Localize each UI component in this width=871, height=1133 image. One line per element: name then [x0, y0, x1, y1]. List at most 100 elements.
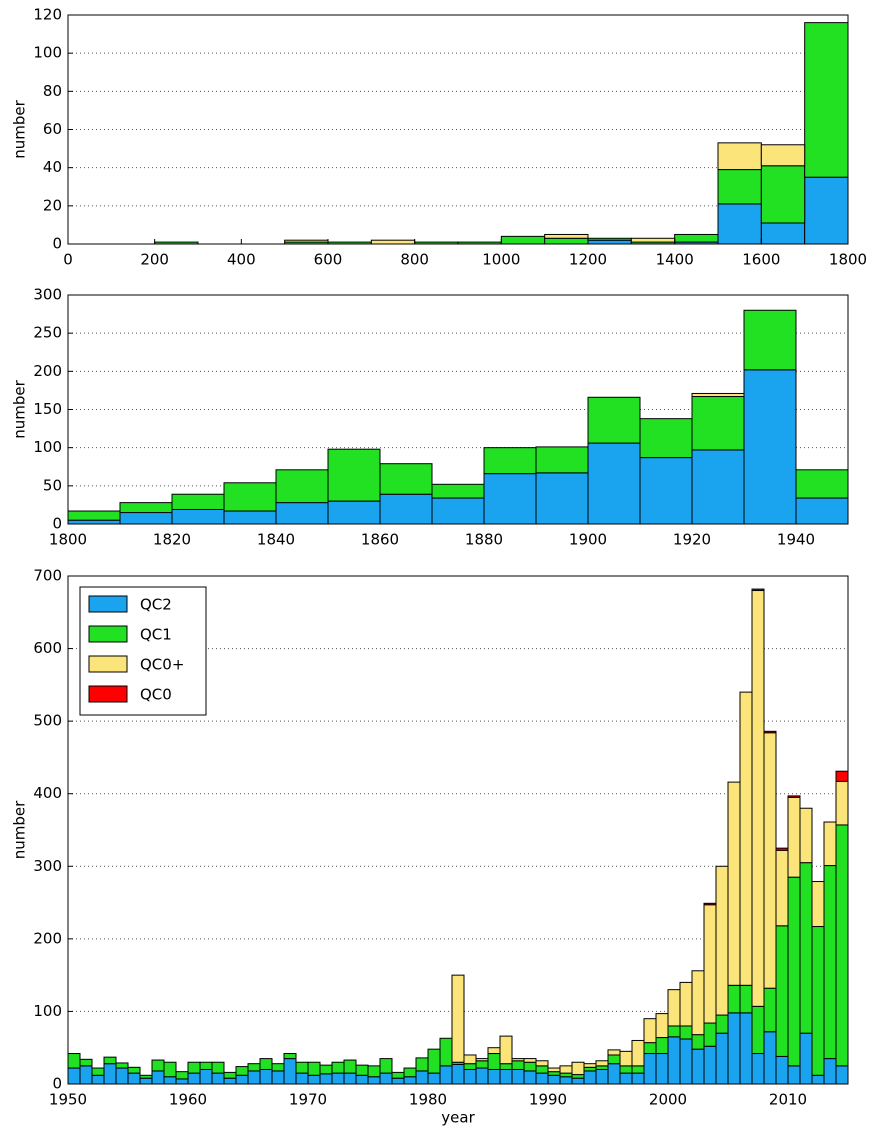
bar-segment: [717, 169, 762, 205]
plot-frame: [67, 294, 849, 525]
bar-segment: [727, 1012, 741, 1085]
bar-segment: [795, 497, 849, 525]
bar-segment: [760, 222, 806, 245]
x-tick-label: 1990: [529, 1091, 567, 1109]
x-tick-label: 1980: [409, 1091, 447, 1109]
bar-segment: [451, 1063, 465, 1085]
bar-segment: [223, 510, 277, 525]
bar-segment: [283, 1058, 297, 1085]
bar-segment: [119, 512, 173, 525]
bar-segment: [607, 1063, 621, 1085]
bar-segment: [151, 1070, 165, 1085]
y-tick-label: 600: [33, 639, 62, 657]
bar-segment: [431, 497, 485, 525]
bar-segment: [475, 1058, 489, 1062]
bar-segment: [679, 1038, 693, 1085]
bar-segment: [607, 1049, 621, 1056]
bar-segment: [67, 510, 121, 521]
y-tick-label: 700: [33, 567, 62, 585]
bar-segment: [127, 1072, 141, 1085]
bar-segment: [259, 1058, 273, 1070]
bar-segment: [439, 1037, 453, 1067]
bar-segment: [679, 981, 693, 1027]
bar-segment: [427, 1048, 441, 1074]
legend-label: QC0: [140, 686, 172, 704]
bar-segment: [763, 730, 777, 734]
bar-segment: [499, 1035, 513, 1065]
bar-segment: [691, 1048, 705, 1085]
bar-segment: [630, 237, 676, 243]
bar-segment: [271, 1070, 285, 1085]
x-axis-label: year: [441, 1109, 475, 1127]
bar-segment: [511, 1068, 525, 1085]
bar-segment: [367, 1065, 381, 1078]
bar-segment: [223, 1077, 237, 1085]
y-axis-label: number: [11, 99, 29, 158]
bar-segment: [743, 369, 797, 525]
bar-segment: [319, 1064, 333, 1075]
bar-segment: [595, 1060, 609, 1067]
bar-segment: [211, 1061, 225, 1074]
bar-segment: [139, 1077, 153, 1085]
bar-segment: [811, 881, 825, 928]
y-tick-label: 500: [33, 712, 62, 730]
x-tick-label: 1800: [829, 251, 867, 269]
x-tick-label: 0: [63, 251, 73, 269]
bar-segment: [619, 1072, 633, 1085]
x-tick-label: 1920: [673, 531, 711, 549]
bar-segment: [439, 1065, 453, 1085]
x-tick-label: 1970: [289, 1091, 327, 1109]
y-tick-label: 200: [33, 929, 62, 947]
bar-segment: [715, 1032, 729, 1085]
bar-segment: [775, 1055, 789, 1085]
bar-segment: [691, 392, 745, 398]
bar-segment: [91, 1067, 105, 1076]
bar-segment: [187, 1061, 201, 1074]
bar-segment: [739, 1012, 753, 1085]
x-tick-label: 1960: [169, 1091, 207, 1109]
bar-segment: [823, 865, 837, 1060]
legend-swatch: [88, 685, 128, 703]
bar-segment: [115, 1062, 129, 1069]
bar-segment: [284, 239, 329, 243]
y-tick-label: 100: [33, 44, 62, 62]
bar-segment: [703, 1045, 717, 1085]
bar-segment: [775, 847, 789, 851]
bar-segment: [583, 1070, 597, 1085]
bar-segment: [523, 1070, 537, 1085]
x-tick-label: 1600: [742, 251, 780, 269]
bar-segment: [619, 1065, 633, 1074]
bar-segment: [583, 1063, 597, 1068]
bar-segment: [535, 446, 589, 474]
bar-segment: [535, 472, 589, 525]
bar-segment: [717, 142, 762, 171]
bar-segment: [739, 984, 753, 1014]
x-tick-label: 1820: [153, 531, 191, 549]
bar-segment: [163, 1061, 177, 1078]
bar-segment: [559, 1072, 573, 1078]
bar-segment: [355, 1074, 369, 1085]
x-tick-label: 1860: [361, 531, 399, 549]
legend-swatch: [88, 625, 128, 643]
x-tick-label: 2010: [769, 1091, 807, 1109]
bar-segment: [544, 237, 589, 245]
bar-segment: [804, 176, 849, 245]
legend-label: QC0+: [140, 656, 184, 674]
bar-segment: [804, 22, 849, 178]
legend-label: QC2: [140, 596, 172, 614]
y-tick-label: 400: [33, 784, 62, 802]
bar-segment: [799, 807, 813, 864]
bar-segment: [391, 1071, 405, 1079]
bar-segment: [691, 449, 745, 525]
bar-segment: [631, 1065, 645, 1074]
bar-segment: [283, 1053, 297, 1060]
bar-segment: [691, 970, 705, 1036]
bar-segment: [835, 780, 849, 826]
bar-segment: [247, 1070, 261, 1085]
bar-segment: [139, 1074, 153, 1079]
bar-segment: [235, 1066, 249, 1076]
bar-segment: [187, 1072, 201, 1085]
bar-segment: [175, 1071, 189, 1080]
x-tick-label: 1940: [777, 531, 815, 549]
bar-segment: [835, 1065, 849, 1085]
